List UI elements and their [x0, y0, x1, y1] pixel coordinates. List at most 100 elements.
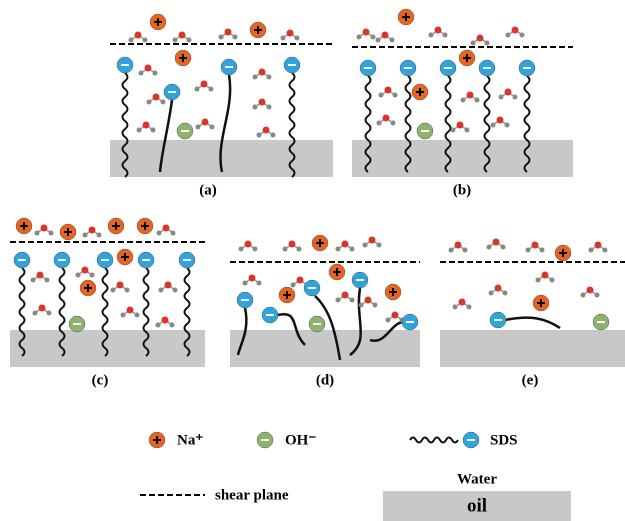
- water-hydrogen: [467, 305, 472, 310]
- water-oxygen: [532, 242, 539, 249]
- water-hydrogen: [76, 273, 81, 278]
- water-hydrogen: [219, 35, 224, 40]
- water-oxygen: [595, 242, 602, 249]
- water-hydrogen: [151, 128, 156, 133]
- water-hydrogen: [210, 125, 215, 130]
- water-hydrogen: [173, 38, 178, 43]
- water-hydrogen: [295, 36, 300, 41]
- water-hydrogen: [503, 291, 508, 296]
- water-hydrogen: [463, 248, 468, 253]
- water-hydrogen: [429, 33, 434, 38]
- water-oxygen: [259, 99, 266, 106]
- water-hydrogen: [485, 41, 490, 46]
- water-oxygen: [297, 277, 304, 284]
- water-hydrogen: [336, 247, 341, 252]
- water-hydrogen: [283, 247, 288, 252]
- water-oxygen: [135, 32, 142, 39]
- water-hydrogen: [171, 231, 176, 236]
- water-oxygen: [369, 237, 376, 244]
- water-hydrogen: [45, 278, 50, 283]
- panel-label: (b): [453, 182, 471, 198]
- water-hydrogen: [281, 36, 286, 41]
- water-oxygen: [117, 282, 124, 289]
- water-hydrogen: [336, 298, 341, 303]
- water-oxygen: [202, 119, 209, 126]
- water-hydrogen: [209, 87, 214, 92]
- water-oxygen: [385, 87, 392, 94]
- water-oxygen: [497, 117, 504, 124]
- water-oxygen: [467, 92, 474, 99]
- water-hydrogen: [35, 231, 40, 236]
- water-oxygen: [455, 242, 462, 249]
- water-hydrogen: [47, 311, 52, 316]
- water-oxygen: [179, 32, 186, 39]
- water-hydrogen: [359, 303, 364, 308]
- water-hydrogen: [239, 247, 244, 252]
- water-hydrogen: [49, 231, 54, 236]
- water-oxygen: [153, 94, 160, 101]
- water-hydrogen: [33, 311, 38, 316]
- water-oxygen: [342, 241, 349, 248]
- oil-layer: [230, 330, 420, 367]
- figure: (a) (b) (c) (d) (e) Na⁺ OH⁻ SDS shear pl…: [0, 0, 625, 521]
- water-oxygen: [363, 29, 370, 36]
- water-oxygen: [37, 272, 44, 279]
- water-hydrogen: [97, 233, 102, 238]
- water-hydrogen: [589, 248, 594, 253]
- water-hydrogen: [253, 105, 258, 110]
- oil-layer: [440, 330, 625, 367]
- water-oxygen: [342, 292, 349, 299]
- water-hydrogen: [253, 247, 258, 252]
- water-hydrogen: [491, 123, 496, 128]
- water-hydrogen: [550, 278, 555, 283]
- water-hydrogen: [187, 38, 192, 43]
- water-oxygen: [383, 115, 390, 122]
- water-oxygen: [505, 89, 512, 96]
- water-oxygen: [263, 127, 270, 134]
- water-hydrogen: [121, 313, 126, 318]
- water-hydrogen: [603, 248, 608, 253]
- water-hydrogen: [195, 87, 200, 92]
- water-hydrogen: [465, 128, 470, 133]
- water-hydrogen: [379, 93, 384, 98]
- water-oxygen: [542, 272, 549, 279]
- water-hydrogen: [501, 245, 506, 250]
- water-oxygen: [163, 225, 170, 232]
- water-hydrogen: [451, 128, 456, 133]
- water-hydrogen: [135, 313, 140, 318]
- panel-label: (e): [522, 372, 539, 388]
- water-hydrogen: [159, 288, 164, 293]
- water-oxygen: [392, 312, 399, 319]
- water-oxygen: [225, 29, 232, 36]
- water-oxygen: [41, 225, 48, 232]
- water-hydrogen: [267, 75, 272, 80]
- water-hydrogen: [443, 33, 448, 38]
- water-hydrogen: [243, 281, 248, 286]
- water-hydrogen: [595, 293, 600, 298]
- water-hydrogen: [363, 243, 368, 248]
- water-hydrogen: [350, 298, 355, 303]
- panel-label: (c): [92, 372, 109, 388]
- panel-label: (d): [316, 372, 334, 388]
- surfactant-tail: [505, 318, 560, 328]
- water-hydrogen: [90, 273, 95, 278]
- water-hydrogen: [157, 231, 162, 236]
- water-hydrogen: [111, 288, 116, 293]
- water-hydrogen: [161, 100, 166, 105]
- water-hydrogen: [147, 100, 152, 105]
- water-hydrogen: [461, 98, 466, 103]
- water-hydrogen: [581, 293, 586, 298]
- water-hydrogen: [139, 71, 144, 76]
- water-hydrogen: [129, 38, 134, 43]
- water-hydrogen: [170, 323, 175, 328]
- water-hydrogen: [499, 95, 504, 100]
- water-hydrogen: [137, 128, 142, 133]
- water-oxygen: [162, 317, 169, 324]
- water-hydrogen: [540, 248, 545, 253]
- water-hydrogen: [475, 98, 480, 103]
- water-oxygen: [477, 35, 484, 42]
- water-oxygen: [165, 282, 172, 289]
- water-oxygen: [459, 299, 466, 306]
- water-hydrogen: [143, 38, 148, 43]
- panel-label: (a): [199, 182, 217, 198]
